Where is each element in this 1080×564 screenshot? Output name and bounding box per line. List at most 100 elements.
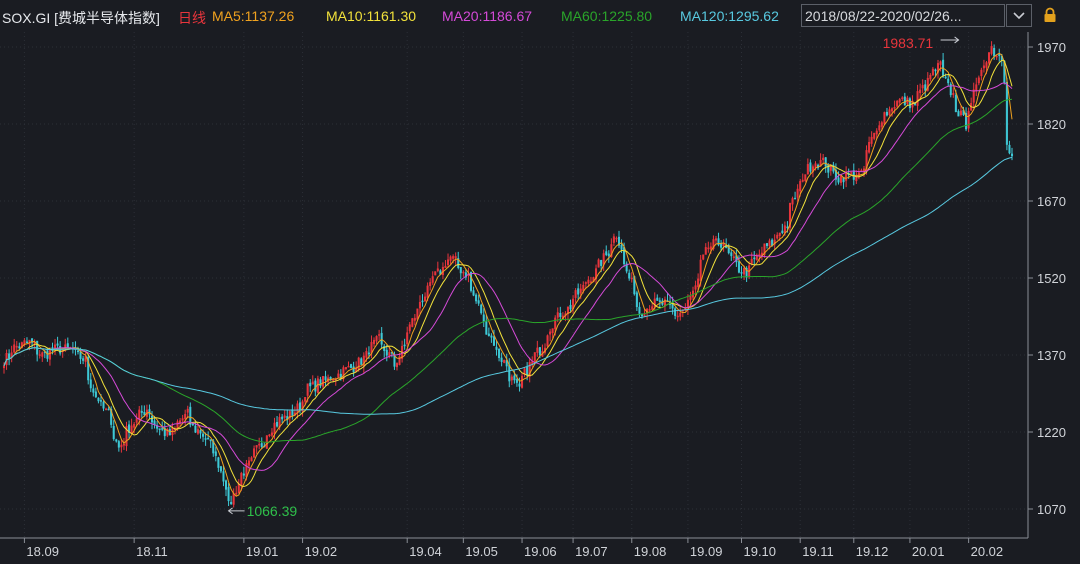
candle-body <box>276 421 279 427</box>
candle-body <box>648 309 651 311</box>
candle-body <box>574 290 577 298</box>
candle-body <box>931 68 934 76</box>
candle-body <box>97 397 100 402</box>
candle-body <box>732 256 735 258</box>
x-tick-label: 19.09 <box>690 544 723 559</box>
candle-body <box>143 411 146 415</box>
dropdown-button[interactable] <box>1006 4 1032 27</box>
candle-body <box>630 277 633 280</box>
candle-body <box>469 271 473 291</box>
candle-body <box>638 306 641 314</box>
x-tick-label: 19.06 <box>524 544 557 559</box>
candle-body <box>975 84 978 92</box>
ma5-line <box>3 52 1013 497</box>
x-tick-label: 19.01 <box>246 544 279 559</box>
candle-body <box>166 428 169 436</box>
candle-body <box>41 352 44 357</box>
candle-body <box>20 342 23 349</box>
lock-icon[interactable] <box>1043 7 1057 23</box>
x-tick-label: 20.01 <box>912 544 945 559</box>
candle-body <box>977 77 980 84</box>
candle-body <box>291 409 294 416</box>
candle-body <box>750 258 753 265</box>
max-arrowhead <box>954 36 960 44</box>
ma10-line <box>3 59 1013 488</box>
candle-body <box>651 306 654 310</box>
y-tick-label: 1070 <box>1037 502 1066 517</box>
candle-body <box>158 428 161 430</box>
candle-body <box>130 425 133 434</box>
candle-body <box>891 108 894 112</box>
candle-body <box>117 441 120 448</box>
candle-body <box>878 125 881 131</box>
candle-body <box>505 360 508 367</box>
candle-body <box>31 338 34 343</box>
candle-body <box>623 247 626 265</box>
candle-body <box>398 356 401 365</box>
candle-body <box>949 83 952 96</box>
candle-body <box>112 425 115 440</box>
candle-body <box>947 78 950 84</box>
candle-body <box>753 257 756 260</box>
candle-body <box>615 237 618 240</box>
candle-body <box>380 332 383 345</box>
candle-body <box>602 253 605 265</box>
candle-body <box>518 383 521 387</box>
x-tick-label: 19.02 <box>305 544 338 559</box>
candle-body <box>824 157 827 167</box>
period-label[interactable]: 日线 <box>178 10 206 26</box>
candle-body <box>472 290 475 296</box>
candle-body <box>755 254 758 261</box>
ma10-label: MA10:1161.30 <box>326 8 417 24</box>
candle-body <box>447 259 450 266</box>
candle-body <box>926 77 929 91</box>
candle-body <box>140 410 143 413</box>
candle-body <box>625 263 628 272</box>
candle-body <box>1010 153 1014 157</box>
candle-body <box>365 351 368 358</box>
candle-body <box>222 471 225 482</box>
candle-body <box>89 379 92 389</box>
candle-body <box>916 91 919 106</box>
candle-body <box>464 272 467 278</box>
candle-body <box>418 301 421 309</box>
candle-body <box>982 65 985 69</box>
candle-body <box>304 397 307 402</box>
candle-body <box>717 238 720 246</box>
candle-body <box>788 202 792 228</box>
candle-body <box>804 174 807 182</box>
candle-body <box>99 400 102 402</box>
candle-body <box>656 297 659 301</box>
candle-body <box>600 259 603 266</box>
candle-body <box>965 112 968 130</box>
candle-body <box>168 429 171 436</box>
candle-body <box>281 416 284 420</box>
candle-body <box>232 493 235 505</box>
candle-body <box>352 366 355 373</box>
candle-body <box>247 460 250 466</box>
candle-body <box>939 61 942 65</box>
candle-body <box>367 352 370 355</box>
candle-body <box>337 373 340 378</box>
candle-body <box>845 172 848 181</box>
candle-body <box>128 424 131 433</box>
candle-body <box>498 348 501 358</box>
candle-body <box>842 176 845 183</box>
candle-body <box>551 328 554 334</box>
candle-body <box>194 425 197 433</box>
candle-body <box>8 353 11 359</box>
candle-body <box>714 238 717 241</box>
candle-body <box>373 339 376 344</box>
candle-body <box>311 381 314 385</box>
candle-body <box>957 111 960 117</box>
candle-body <box>584 282 587 284</box>
x-tick-label: 19.04 <box>409 544 442 559</box>
candle-body <box>704 247 707 255</box>
min-arrowhead <box>227 507 233 515</box>
date-range-box[interactable]: 2018/08/22-2020/02/26... <box>801 4 1005 27</box>
candle-body <box>773 239 776 245</box>
candle-body <box>25 341 28 344</box>
symbol-label[interactable]: SOX.GI [费城半导体指数] <box>2 10 160 26</box>
candle-body <box>199 430 202 434</box>
